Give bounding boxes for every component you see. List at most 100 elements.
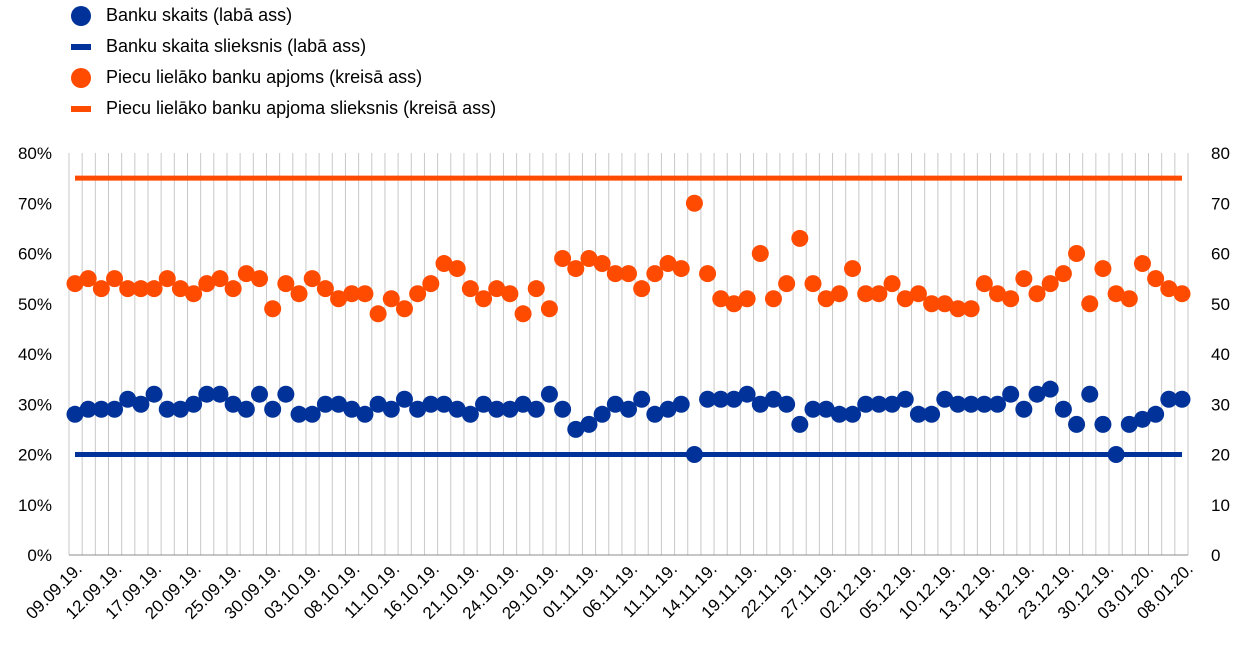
bank-count-point (501, 400, 519, 418)
top5-share-point (330, 290, 348, 308)
top5-share-point (989, 285, 1006, 303)
legend-item-top5-share: Piecu lielāko banku apjoms (kreisā ass) (64, 62, 496, 93)
top5-share-point (633, 280, 651, 298)
legend-item-bank-count: Banku skaits (labā ass) (64, 0, 496, 31)
bank-count-point (198, 385, 216, 403)
top5-share-point (1173, 285, 1191, 303)
bank-count-point (422, 395, 440, 413)
bank-count-point (659, 400, 677, 418)
bank-count-point (554, 400, 572, 418)
top5-share-point (646, 265, 664, 283)
top5-share-point (277, 275, 295, 293)
bank-count-point (395, 390, 413, 408)
left-axis-tick-label: 20% (18, 446, 52, 465)
bank-count-point (237, 400, 255, 418)
legend-item-bank-count-threshold: Banku skaita slieksnis (labā ass) (64, 31, 496, 62)
bank-count-point (461, 405, 479, 423)
top5-share-point (237, 265, 255, 283)
top5-share-point (962, 300, 980, 318)
top5-share-point (857, 285, 875, 303)
bank-count-point (145, 385, 163, 403)
top5-share-point (830, 285, 848, 303)
bank-count-point (870, 395, 888, 413)
left-axis-tick-label: 60% (18, 245, 52, 264)
bank-count-point (949, 395, 967, 413)
bank-count-point (356, 405, 374, 423)
bank-count-point (567, 420, 585, 438)
top5-share-point (685, 194, 703, 212)
top5-share-point (461, 280, 479, 298)
bank-count-point (1120, 415, 1138, 433)
left-axis-tick-label: 50% (18, 295, 52, 314)
bank-count-point (475, 395, 493, 413)
legend-label: Piecu lielāko banku apjoms (kreisā ass) (106, 67, 423, 87)
top5-share-point (606, 265, 624, 283)
bank-count-point (185, 395, 203, 413)
bank-count-point (751, 395, 769, 413)
top5-share-point (712, 290, 730, 308)
bank-count-point (633, 390, 651, 408)
top5-share-point (501, 285, 519, 303)
left-axis-tick-label: 70% (18, 194, 52, 213)
bank-count-point (580, 415, 598, 433)
bank-count-point (857, 395, 875, 413)
bank-count-point (435, 395, 453, 413)
top5-share-point (1054, 265, 1072, 283)
bank-count-point (1081, 385, 1099, 403)
top5-share-point (158, 270, 176, 288)
bank-count-point (316, 395, 334, 413)
bank-count-point (264, 400, 282, 418)
bank-count-point (764, 390, 782, 408)
right-axis-tick-label: 80 (1211, 144, 1230, 163)
bank-count-point (778, 395, 796, 413)
top5-share-point (896, 290, 914, 308)
bank-count-point (989, 395, 1006, 413)
top5-share-point (92, 280, 110, 298)
legend-label: Piecu lielāko banku apjoma slieksnis (kr… (106, 98, 497, 118)
bank-count-point (119, 390, 137, 408)
top5-share-point (936, 295, 954, 313)
top5-share-point (580, 250, 598, 268)
top5-share-point (1041, 275, 1059, 293)
bank-count-point (330, 395, 348, 413)
top5-share-point (567, 260, 585, 278)
top5-share-point (764, 290, 782, 308)
top5-share-point (475, 290, 493, 308)
top5-share-point (79, 270, 97, 288)
bank-count-point (251, 385, 268, 403)
top5-share-point (488, 280, 506, 298)
bank-count-point (791, 415, 809, 433)
top5-share-point (1147, 270, 1165, 288)
top5-share-point (369, 305, 387, 323)
bank-count-point (936, 390, 954, 408)
right-axis-tick-label: 30 (1211, 395, 1230, 414)
top5-share-point (303, 270, 321, 288)
top5-share-point (66, 275, 84, 293)
bank-count-point (488, 400, 506, 418)
left-axis-tick-label: 40% (18, 345, 52, 364)
bank-count-point (409, 400, 427, 418)
bank-count-point (672, 395, 690, 413)
bank-count-point (277, 385, 295, 403)
legend-dot-blue (71, 5, 91, 26)
top5-share-point (791, 229, 809, 247)
top5-share-point (1120, 290, 1138, 308)
top5-share-point (1107, 285, 1125, 303)
top5-share-point (738, 290, 756, 308)
chart-legend: Banku skaits (labā ass) Banku skaita sli… (64, 0, 496, 124)
top5-share-point (251, 270, 268, 288)
bank-count-point (1147, 405, 1165, 423)
bank-count-point (171, 400, 189, 418)
top5-share-point (343, 285, 361, 303)
bank-count-point (975, 395, 993, 413)
top5-share-point (870, 285, 888, 303)
bank-count-point (224, 395, 242, 413)
top5-share-point (844, 260, 862, 278)
bank-count-point (382, 400, 400, 418)
right-axis-tick-label: 0 (1211, 546, 1220, 565)
legend-label: Banku skaits (labā ass) (106, 5, 293, 25)
top5-share-point (778, 275, 796, 293)
right-axis-tick-label: 20 (1211, 446, 1230, 465)
bank-count-point (844, 405, 862, 423)
top5-share-point (554, 250, 572, 268)
